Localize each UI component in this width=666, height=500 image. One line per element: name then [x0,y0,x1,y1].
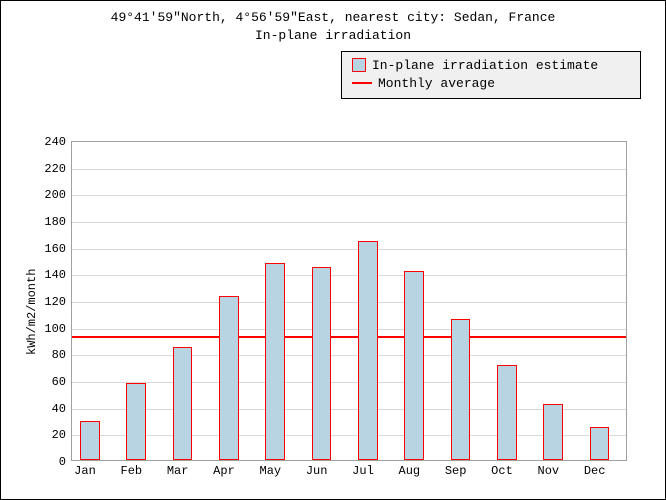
monthly-average-line [72,336,626,338]
y-tick-label: 240 [44,135,66,149]
gridline-h [72,302,626,303]
gridline-h [72,275,626,276]
x-tick-label: Sep [445,464,467,478]
y-tick-label: 80 [52,348,66,362]
bar-jun [312,267,331,460]
bar-apr [219,296,238,460]
chart-container: 49°41'59"North, 4°56'59"East, nearest ci… [0,0,666,500]
y-tick-label: 100 [44,322,66,336]
gridline-h [72,382,626,383]
gridline-h [72,195,626,196]
gridline-h [72,329,626,330]
bar-aug [404,271,423,460]
bar-may [265,263,284,460]
y-tick-label: 40 [52,402,66,416]
y-tick-label: 200 [44,188,66,202]
x-tick-label: Feb [120,464,142,478]
y-tick-label: 160 [44,242,66,256]
y-tick-label: 140 [44,268,66,282]
y-tick-label: 180 [44,215,66,229]
legend-item: In-plane irradiation estimate [352,56,630,74]
legend-swatch-bar-icon [352,58,366,72]
bar-sep [451,319,470,460]
bar-mar [173,347,192,460]
bar-jan [80,421,99,460]
legend-swatch-line-icon [352,82,372,84]
y-axis-label: kWh/m2/month [25,269,39,355]
y-tick-label: 0 [59,455,66,469]
x-tick-label: Apr [213,464,235,478]
x-tick-label: Jun [306,464,328,478]
title-line-2: In-plane irradiation [1,27,665,45]
x-tick-label: Dec [584,464,606,478]
gridline-h [72,249,626,250]
x-tick-label: Jan [74,464,96,478]
x-tick-label: May [259,464,281,478]
legend-label: In-plane irradiation estimate [372,58,598,73]
x-tick-label: Mar [167,464,189,478]
x-tick-label: Nov [537,464,559,478]
bar-nov [543,404,562,460]
y-tick-label: 20 [52,428,66,442]
y-tick-label: 60 [52,375,66,389]
x-tick-label: Oct [491,464,513,478]
bar-jul [358,241,377,460]
plot-area: 020406080100120140160180200220240JanFebM… [71,141,627,461]
bar-dec [590,427,609,460]
chart-title: 49°41'59"North, 4°56'59"East, nearest ci… [1,9,665,44]
legend: In-plane irradiation estimate Monthly ave… [341,51,641,99]
gridline-h [72,169,626,170]
bar-feb [126,383,145,460]
legend-item: Monthly average [352,74,630,92]
x-tick-label: Aug [398,464,420,478]
gridline-h [72,222,626,223]
gridline-h [72,355,626,356]
y-tick-label: 120 [44,295,66,309]
x-tick-label: Jul [352,464,374,478]
bar-oct [497,365,516,460]
title-line-1: 49°41'59"North, 4°56'59"East, nearest ci… [1,9,665,27]
legend-label: Monthly average [378,76,495,91]
y-tick-label: 220 [44,162,66,176]
